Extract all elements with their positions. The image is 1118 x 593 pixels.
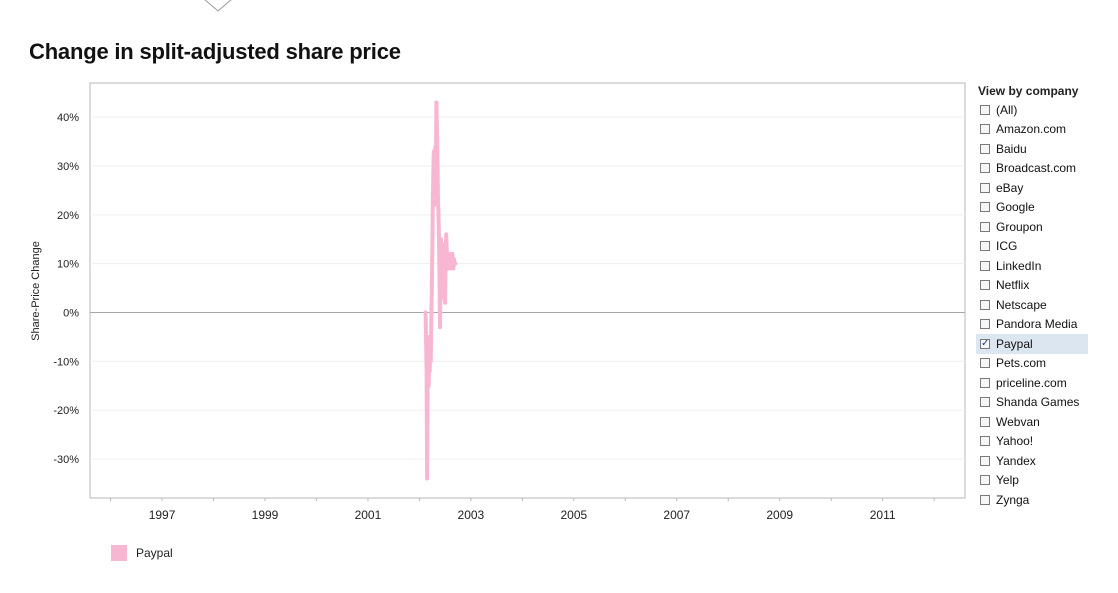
x-axis-ticks: 1997 1999 2001 2003 2005 2007 2009 2011 [110, 498, 935, 522]
filter-item-webvan[interactable]: Webvan [976, 412, 1088, 432]
filter-item-label: Pets.com [996, 356, 1047, 371]
filter-item-label: LinkedIn [996, 258, 1042, 273]
checkbox[interactable] [980, 299, 990, 310]
filter-item-netscape[interactable]: Netscape [976, 295, 1088, 315]
filter-item-label: priceline.com [996, 375, 1067, 390]
checkbox[interactable] [980, 397, 990, 408]
x-tick-label: 2011 [870, 508, 896, 522]
y-tick-label: 0% [63, 307, 79, 319]
checkbox[interactable] [980, 202, 990, 213]
filter-item-label: Webvan [996, 414, 1040, 429]
filter-item-label: Netscape [996, 297, 1047, 312]
filter-item-baidu[interactable]: Baidu [976, 139, 1088, 159]
filter-item-label: Shanda Games [996, 395, 1080, 410]
filter-item-label: Pandora Media [996, 317, 1078, 332]
y-tick-label: 30% [57, 161, 79, 173]
checkbox[interactable] [980, 280, 990, 291]
y-tick-label: -20% [53, 405, 79, 417]
company-filter-panel: View by company (All) Amazon.com Baidu Broa… [976, 83, 1088, 510]
filter-item-label: Groupon [996, 219, 1043, 234]
y-tick-label: 10% [57, 259, 79, 271]
filter-item-zynga[interactable]: Zynga [976, 490, 1088, 510]
filter-item-label: eBay [996, 180, 1024, 195]
filter-item-icg[interactable]: ICG [976, 237, 1088, 257]
checkbox[interactable] [980, 104, 990, 115]
y-axis-label: Share-Price Change [30, 241, 42, 341]
filter-item-broadcast-com[interactable]: Broadcast.com [976, 159, 1088, 179]
checkbox[interactable] [980, 182, 990, 193]
x-tick-label: 2005 [560, 508, 587, 522]
filter-item-linkedin[interactable]: LinkedIn [976, 256, 1088, 276]
filter-item-ebay[interactable]: eBay [976, 178, 1088, 198]
share-price-chart: -30% -20% -10% 0% 10% 20% 30% 40% 1997 1999 2001 2… [30, 82, 966, 522]
filter-item-label: Netflix [996, 278, 1030, 293]
checkbox[interactable] [980, 416, 990, 427]
x-tick-label: 2003 [458, 508, 485, 522]
checkbox[interactable] [980, 377, 990, 388]
checkbox[interactable] [980, 241, 990, 252]
dropdown-caret-icon [204, 0, 232, 12]
series-layer [423, 100, 458, 481]
checkbox[interactable] [980, 455, 990, 466]
x-tick-label: 2007 [663, 508, 690, 522]
checkbox[interactable] [980, 124, 990, 135]
filter-item-label: Yelp [996, 473, 1019, 488]
filter-item-groupon[interactable]: Groupon [976, 217, 1088, 237]
chart-legend: Paypal [111, 545, 173, 561]
filter-item-label: Amazon.com [996, 122, 1067, 137]
y-axis-ticks: -30% -20% -10% 0% 10% 20% 30% 40% [53, 112, 79, 466]
checkbox[interactable] [980, 436, 990, 447]
filter-item-amazon-com[interactable]: Amazon.com [976, 120, 1088, 140]
filter-item-netflix[interactable]: Netflix [976, 276, 1088, 296]
filter-item-label: Baidu [996, 141, 1027, 156]
filter-item-paypal[interactable]: ✓ Paypal [976, 334, 1088, 354]
plot-area [89, 82, 966, 499]
legend-label-paypal: Paypal [136, 546, 173, 560]
checkbox[interactable] [980, 260, 990, 271]
filter-item-label: Zynga [996, 492, 1030, 507]
page-title: Change in split-adjusted share price [29, 39, 401, 64]
filter-item-yelp[interactable]: Yelp [976, 471, 1088, 491]
checkbox[interactable] [980, 221, 990, 232]
filter-item-yandex[interactable]: Yandex [976, 451, 1088, 471]
gridlines [90, 116, 965, 460]
checkbox[interactable] [980, 143, 990, 154]
filter-item-priceline-com[interactable]: priceline.com [976, 373, 1088, 393]
filter-item-label: Broadcast.com [996, 161, 1077, 176]
y-tick-label: -10% [53, 356, 79, 368]
filter-item-label: (All) [996, 102, 1018, 117]
filter-item-yahoo[interactable]: Yahoo! [976, 432, 1088, 452]
x-tick-label: 2001 [355, 508, 382, 522]
checkbox[interactable] [980, 358, 990, 369]
filter-panel-title: View by company [978, 84, 1079, 98]
filter-item-label: Yandex [996, 453, 1036, 468]
filter-item-label: Yahoo! [996, 434, 1034, 449]
filter-item-pandora-media[interactable]: Pandora Media [976, 315, 1088, 335]
filter-item-shanda-games[interactable]: Shanda Games [976, 393, 1088, 413]
filter-item-label: ICG [996, 239, 1018, 254]
filter-item-google[interactable]: Google [976, 198, 1088, 218]
filter-item-label: Paypal [996, 336, 1033, 351]
y-tick-label: 20% [57, 210, 79, 222]
company-filter-list: (All) Amazon.com Baidu Broadcast.com eBay Goo… [976, 100, 1088, 510]
filter-item-label: Google [996, 200, 1035, 215]
legend-swatch-paypal [111, 545, 127, 561]
filter-item-all[interactable]: (All) [976, 100, 1088, 120]
filter-item-pets-com[interactable]: Pets.com [976, 354, 1088, 374]
y-tick-label: -30% [53, 454, 79, 466]
x-tick-label: 2009 [766, 508, 793, 522]
checkbox[interactable]: ✓ [980, 337, 990, 349]
checkbox[interactable] [980, 475, 990, 486]
checkbox[interactable] [980, 319, 990, 330]
x-tick-label: 1997 [149, 508, 176, 522]
series-line-paypal[interactable] [423, 100, 458, 481]
checkbox[interactable] [980, 494, 990, 505]
y-tick-label: 40% [57, 112, 79, 124]
x-tick-label: 1999 [252, 508, 279, 522]
checkbox[interactable] [980, 163, 990, 174]
